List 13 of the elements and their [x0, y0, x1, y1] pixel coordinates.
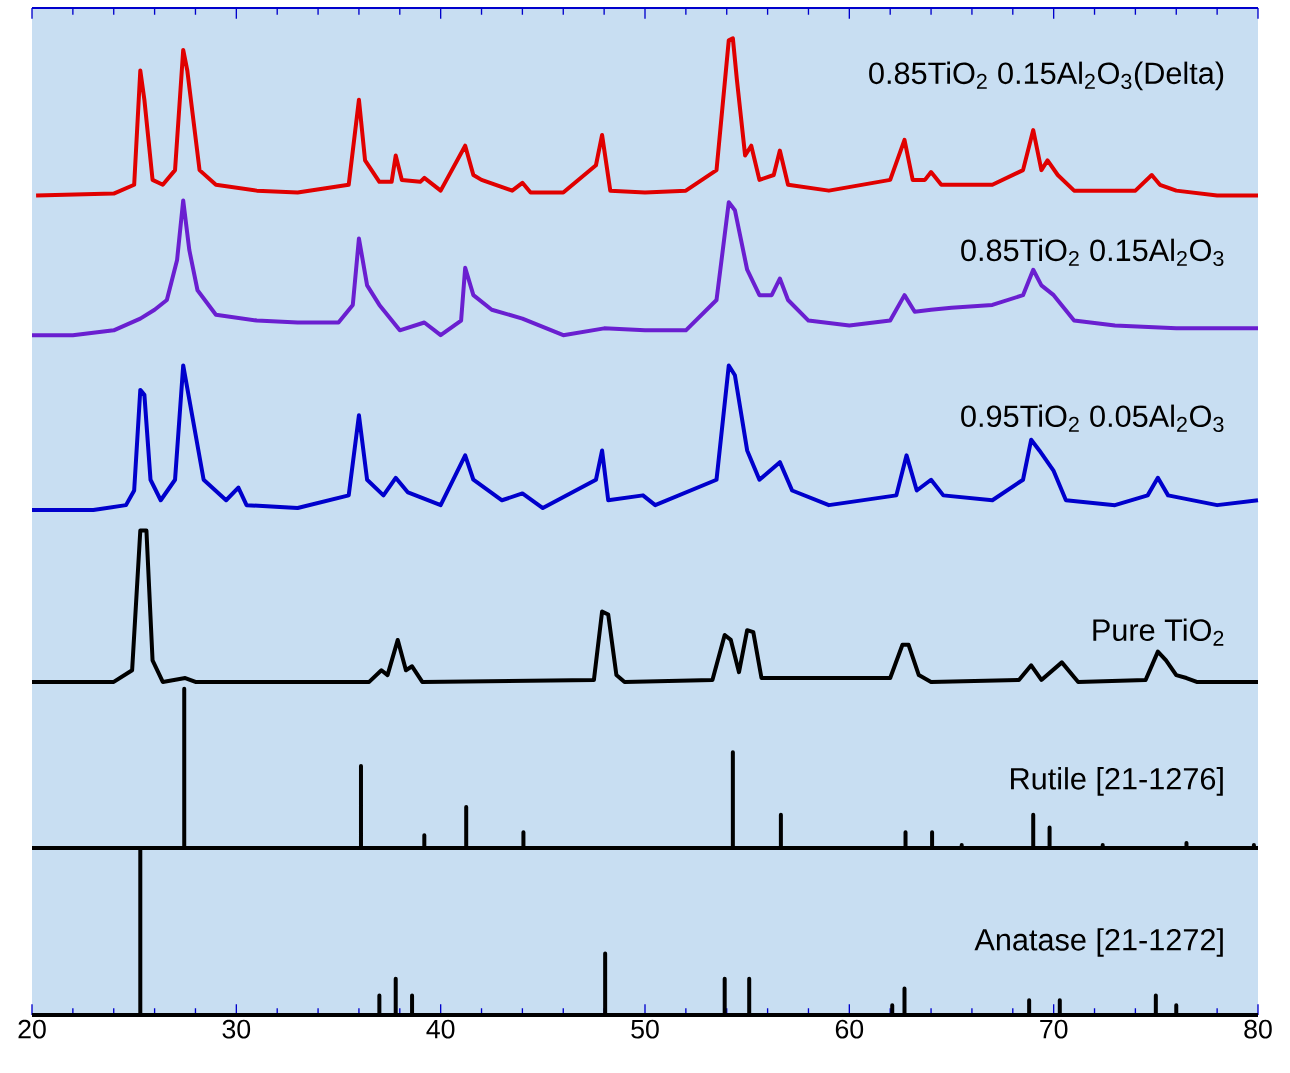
series-label: Pure TiO$_{2}$	[1093, 618, 1224, 646]
x-tick-label: 50	[631, 1019, 659, 1039]
x-tick-label: 20	[18, 1019, 46, 1039]
x-tick-label: 70	[1040, 1019, 1068, 1039]
x-tick-label: 60	[835, 1019, 864, 1039]
x-tick-label: 30	[222, 1019, 251, 1039]
series-label: 0.95TiO$_{2}$ 0.05Al$_{2}$O$_{3}$	[961, 404, 1224, 432]
series-label: 0.85TiO$_{2}$ 0.15Al$_{2}$O$_{3}$	[961, 238, 1224, 267]
series-label: Anatase [21-1272]	[974, 928, 1223, 957]
x-tick-label: 40	[426, 1019, 455, 1039]
series-label: Rutile [21-1276]	[1011, 767, 1223, 796]
series-label: 0.85TiO$_{2}$ 0.15Al$_{2}$O$_{3}$(Delta)	[869, 61, 1224, 91]
x-tick-label: 80	[1244, 1019, 1272, 1039]
